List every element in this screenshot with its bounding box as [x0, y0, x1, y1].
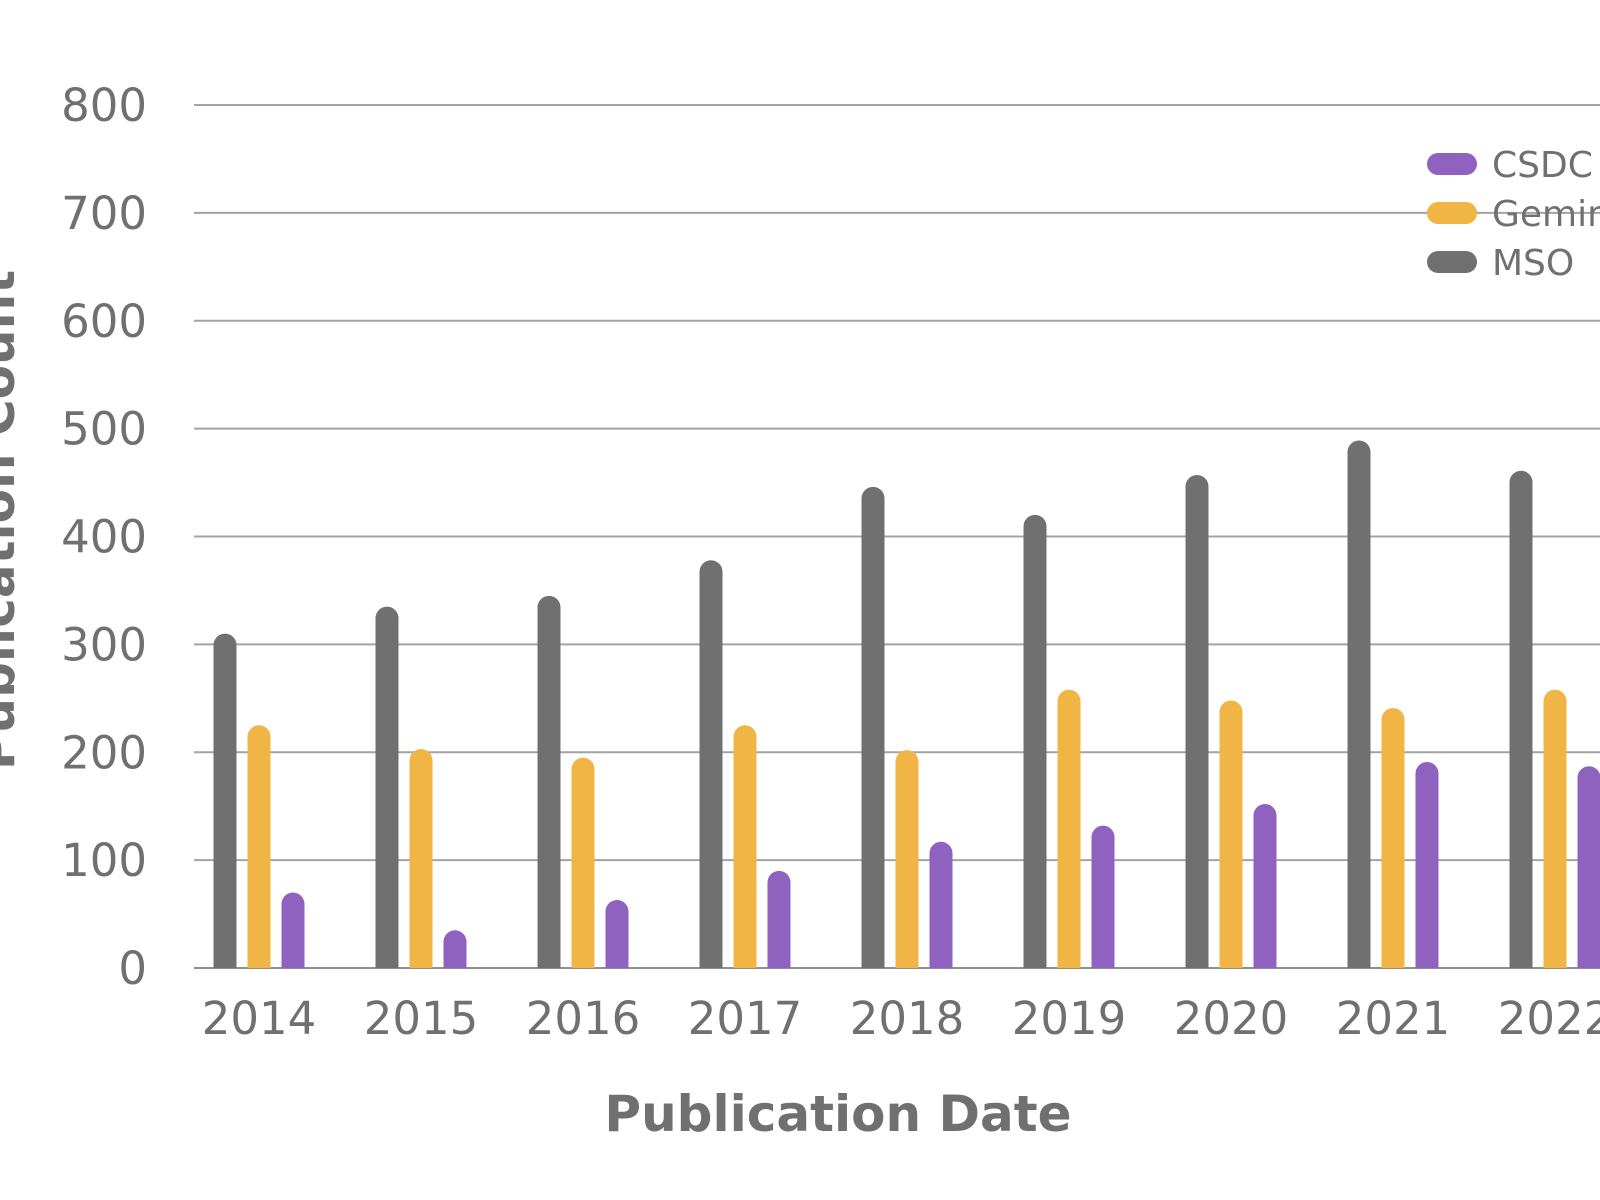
legend-swatch-mso	[1427, 251, 1477, 273]
x-tick-label: 2016	[526, 992, 641, 1045]
x-tick-label: 2021	[1336, 992, 1451, 1045]
bar-csdc-2017	[767, 870, 791, 968]
bar-gemini-2020	[1219, 700, 1243, 968]
legend-label-mso: MSO	[1492, 243, 1574, 284]
legend-swatch-csdc	[1427, 153, 1477, 175]
x-tick-label: 2014	[202, 992, 317, 1045]
y-tick-label: 700	[61, 187, 147, 240]
bar-csdc-2018	[929, 841, 953, 968]
bar-csdc-2020	[1253, 804, 1277, 968]
bar-csdc-2022	[1577, 766, 1600, 968]
bar-mso-2015	[375, 606, 399, 968]
x-tick-label: 2015	[364, 992, 479, 1045]
bar-mso-2022	[1509, 470, 1533, 968]
bar-gemini-2022	[1543, 689, 1567, 968]
bar-gemini-2015	[409, 749, 433, 968]
bar-csdc-2015	[443, 930, 467, 968]
bar-mso-2021	[1347, 440, 1371, 969]
y-tick-label: 800	[61, 79, 147, 132]
x-tick-label: 2018	[850, 992, 965, 1045]
bar-gemini-2017	[733, 725, 757, 968]
y-tick-label: 200	[61, 726, 147, 779]
bar-mso-2019	[1023, 514, 1047, 968]
x-tick-label: 2017	[688, 992, 803, 1045]
legend-label-gemini: Gemini	[1492, 194, 1600, 235]
bar-mso-2018	[861, 486, 885, 968]
bar-gemini-2019	[1057, 689, 1081, 968]
bars	[213, 440, 1600, 969]
x-tick-label: 2019	[1012, 992, 1127, 1045]
x-tick-labels: 2014 2015 2016 2017 2018 2019 2020 2021 2022	[202, 992, 1600, 1045]
bar-csdc-2021	[1415, 761, 1439, 968]
bar-gemini-2014	[247, 725, 271, 968]
bar-gemini-2018	[895, 750, 919, 968]
y-axis-title: Publication Count	[0, 270, 26, 770]
legend-label-csdc: CSDC	[1492, 145, 1593, 186]
x-tick-label: 2020	[1174, 992, 1289, 1045]
bar-csdc-2016	[605, 900, 629, 968]
x-axis-title: Publication Date	[604, 1085, 1071, 1143]
y-tick-label: 500	[61, 403, 147, 456]
y-tick-labels: 0 100 200 300 400 500 600 700 800	[61, 79, 147, 995]
y-tick-label: 400	[61, 511, 147, 564]
y-tick-label: 100	[61, 834, 147, 887]
legend: CSDC Gemini MSO	[1427, 145, 1600, 284]
bar-csdc-2019	[1091, 825, 1115, 968]
bar-csdc-2014	[281, 892, 305, 968]
bar-mso-2017	[699, 560, 723, 968]
y-tick-label: 600	[61, 295, 147, 348]
x-tick-label: 2022	[1498, 992, 1600, 1045]
bar-mso-2014	[213, 633, 237, 968]
legend-swatch-gemini	[1427, 202, 1477, 224]
bar-mso-2020	[1185, 475, 1209, 968]
bar-mso-2016	[537, 595, 561, 968]
y-tick-label: 0	[118, 942, 147, 995]
bar-gemini-2021	[1381, 708, 1405, 968]
bar-gemini-2016	[571, 757, 595, 968]
y-tick-label: 300	[61, 618, 147, 671]
